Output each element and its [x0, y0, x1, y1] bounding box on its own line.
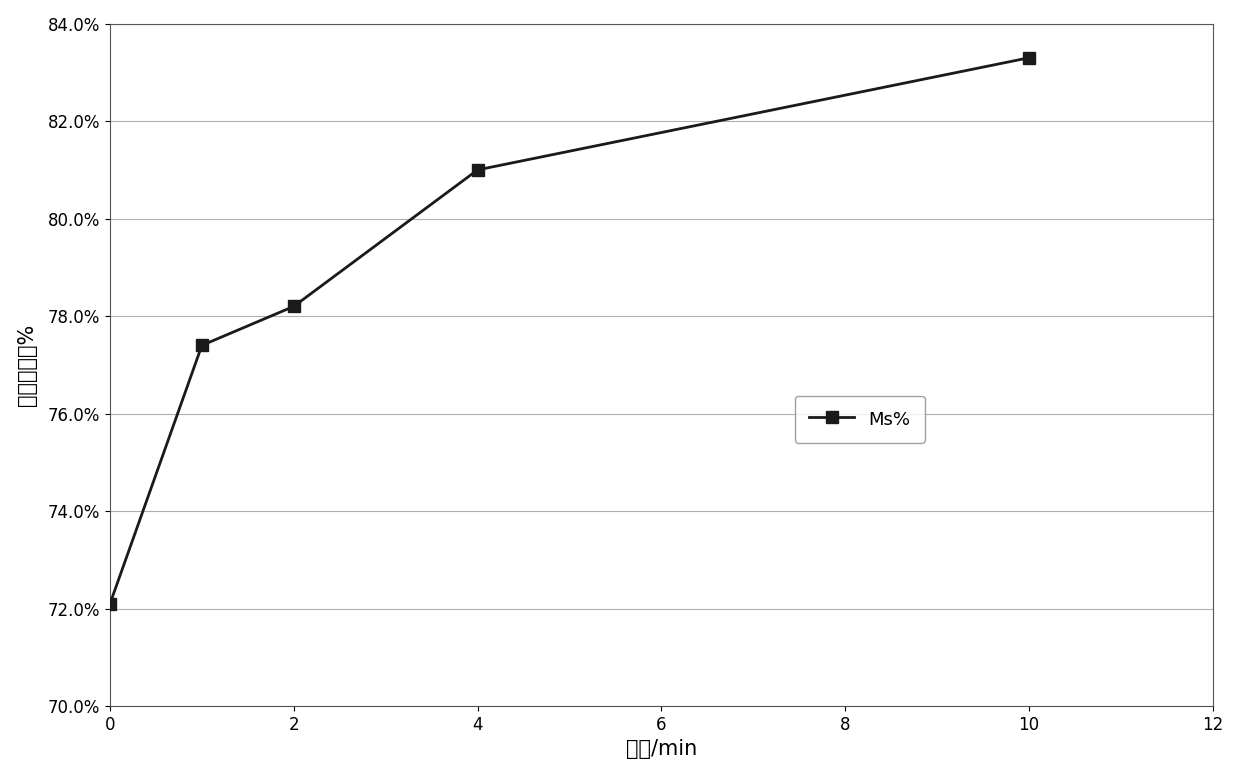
Legend: Ms%: Ms% — [795, 396, 925, 443]
Ms% — [1022, 53, 1037, 62]
Ms% — [470, 165, 485, 175]
X-axis label: 时间/min: 时间/min — [626, 740, 697, 760]
Ms% — [286, 302, 301, 311]
Ms% — [195, 341, 210, 350]
Line: Ms%: Ms% — [104, 52, 1034, 609]
Ms% — [103, 599, 118, 608]
Y-axis label: 相对磁饱和%: 相对磁饱和% — [16, 324, 37, 406]
